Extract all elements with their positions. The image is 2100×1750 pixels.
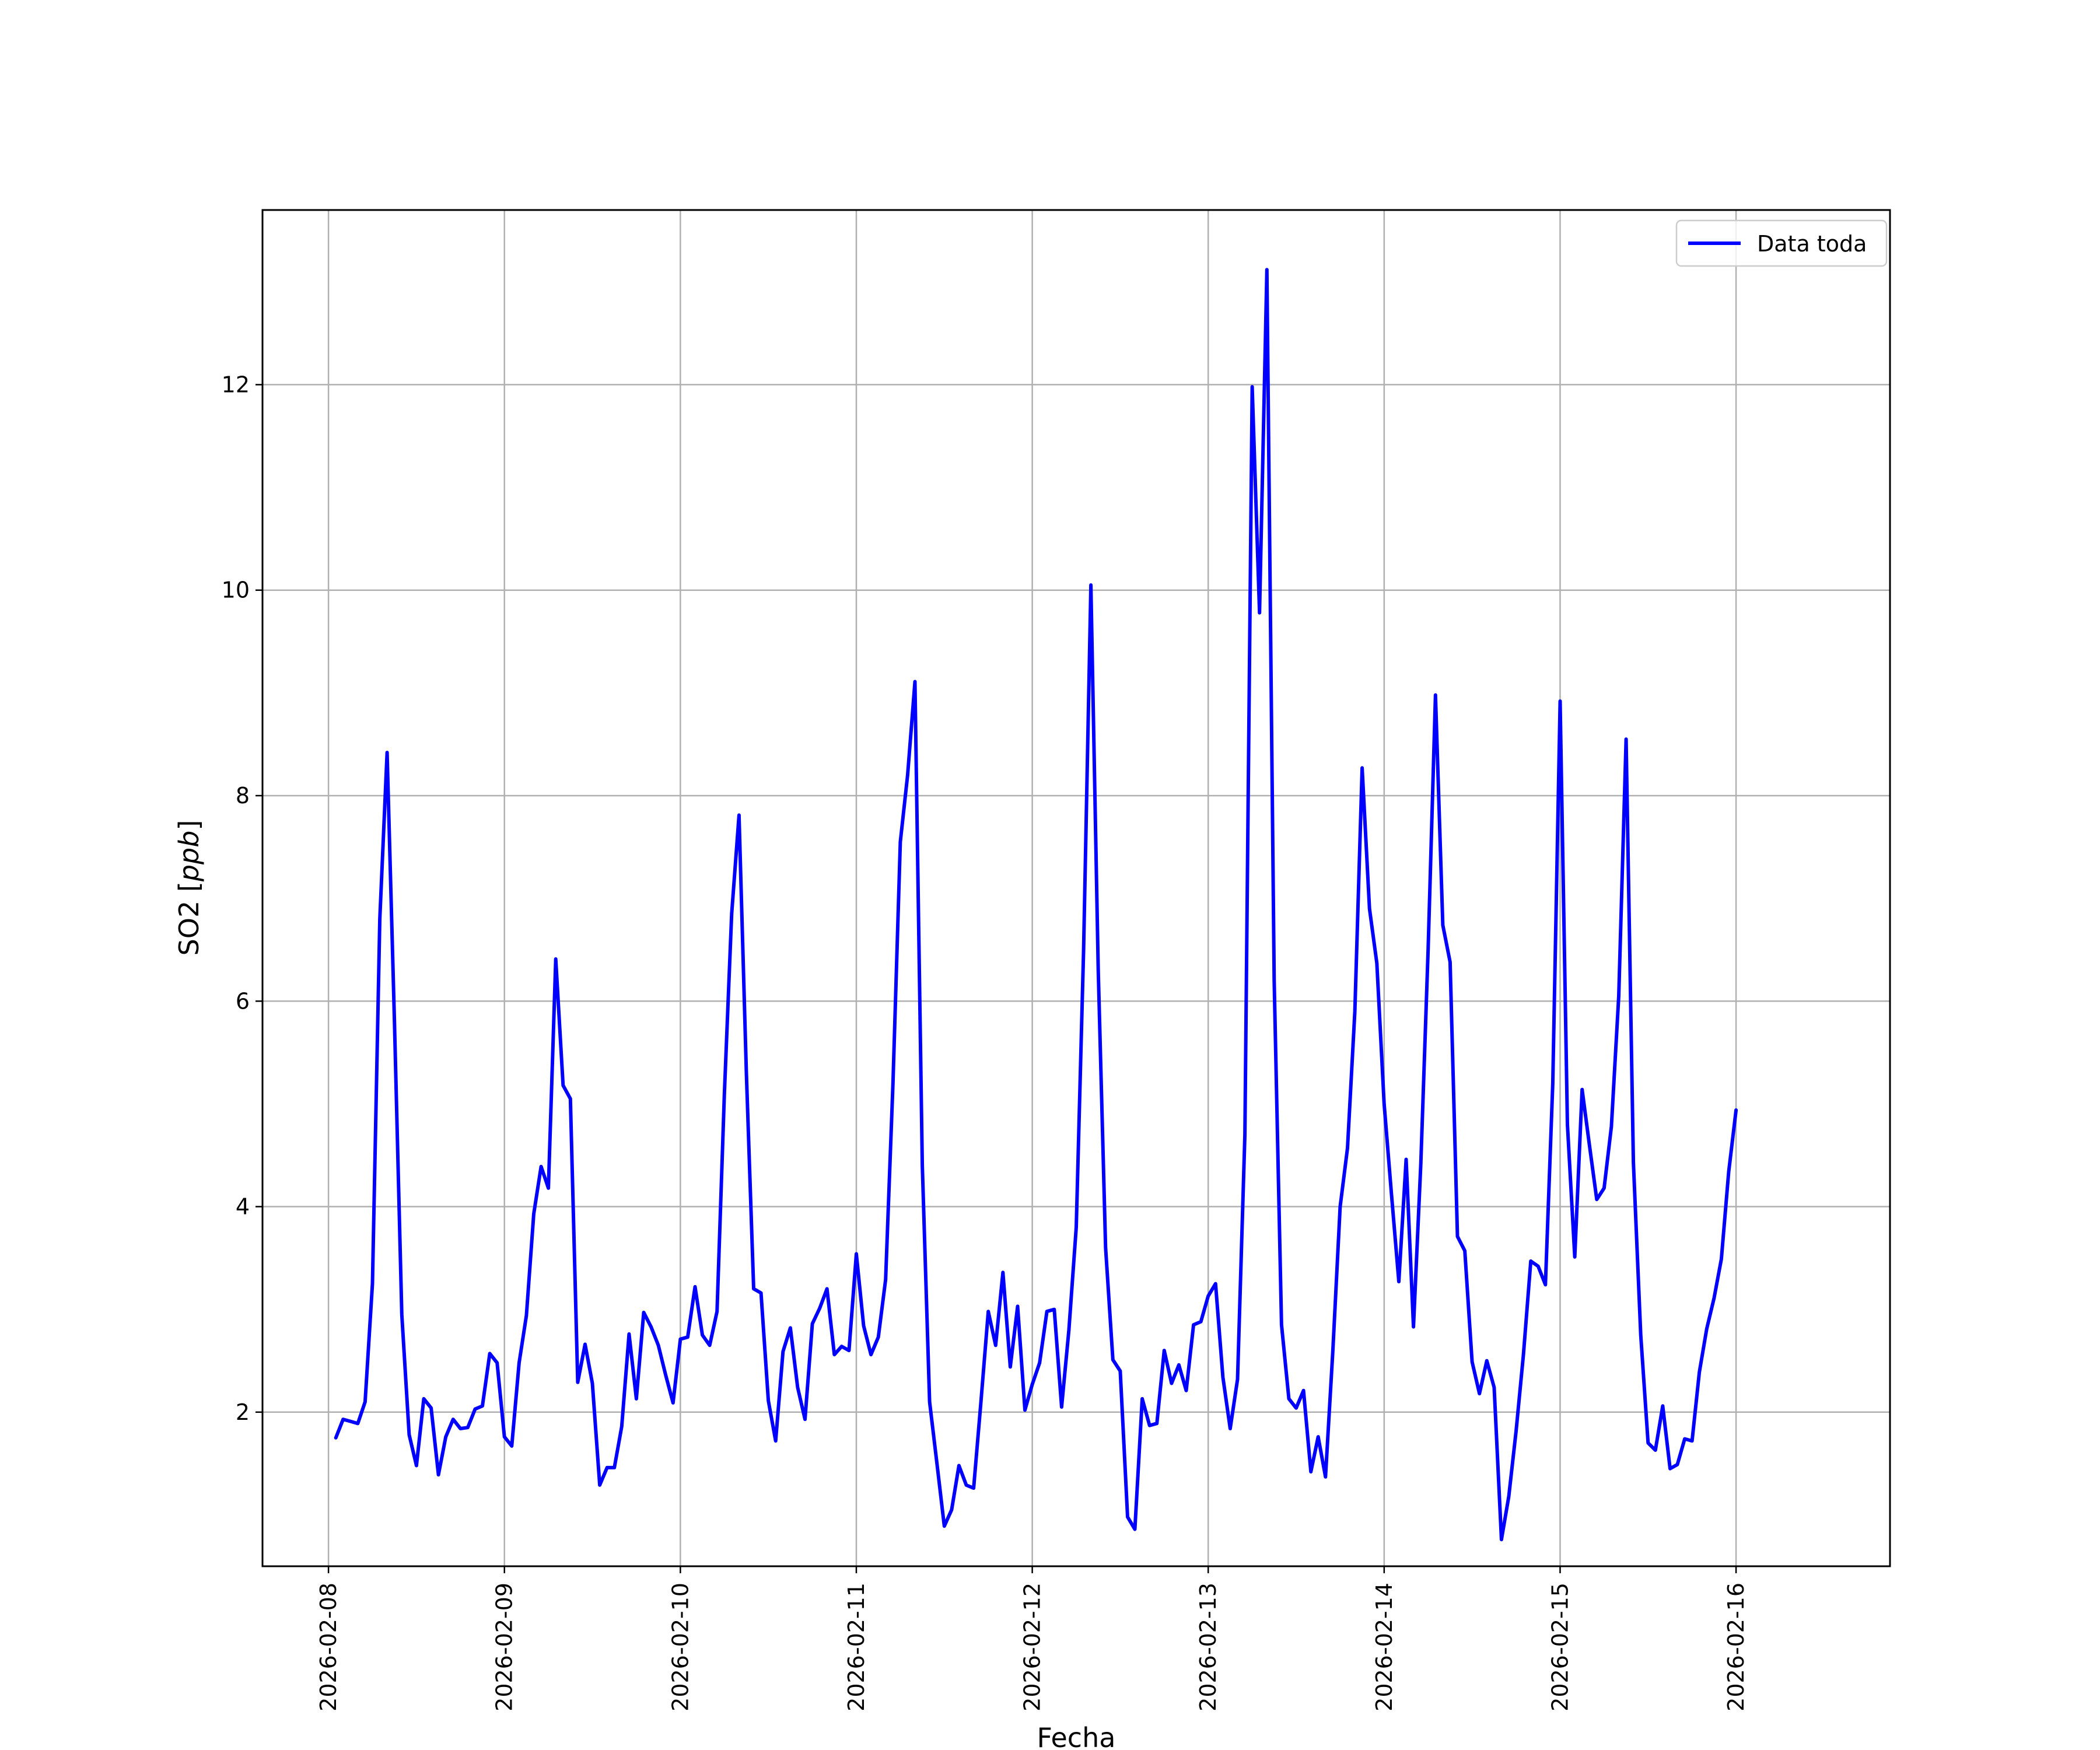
y-tick-label-2: 6 (236, 988, 250, 1014)
y-tick-label-0: 2 (236, 1399, 250, 1425)
y-axis-label: SO2 [ppb] (173, 820, 205, 956)
tick-layer: 2 4 6 8 10 12 2026-02-08 2026-02-09 2026-02-10 20… (222, 372, 1749, 1711)
plot-frame (261, 209, 1891, 1567)
x-tick-label-2: 2026-02-10 (667, 1583, 693, 1712)
x-tick-label-7: 2026-02-15 (1547, 1583, 1573, 1712)
legend-entry-label: Data toda (1757, 231, 1867, 257)
grid-layer (262, 210, 1890, 1566)
x-tick-label-0: 2026-02-08 (316, 1583, 341, 1712)
y-tick-label-4: 10 (222, 578, 250, 603)
legend-box (1675, 219, 1888, 267)
x-tick-label-6: 2026-02-14 (1371, 1583, 1397, 1712)
series-line-0 (334, 268, 1738, 1542)
series-layer (334, 268, 1738, 1542)
y-tick-label-5: 12 (222, 372, 250, 397)
x-tick-label-3: 2026-02-11 (844, 1583, 869, 1712)
y-tick-label-1: 4 (236, 1194, 250, 1220)
x-axis-label: Fecha (1037, 1722, 1116, 1750)
x-tick-label-4: 2026-02-12 (1020, 1583, 1045, 1712)
y-tick-label-3: 8 (236, 783, 250, 808)
legend: Data toda (1675, 219, 1888, 267)
x-tick-label-8: 2026-02-16 (1723, 1583, 1749, 1712)
x-tick-label-5: 2026-02-13 (1195, 1583, 1221, 1712)
x-tick-label-1: 2026-02-09 (492, 1583, 517, 1712)
